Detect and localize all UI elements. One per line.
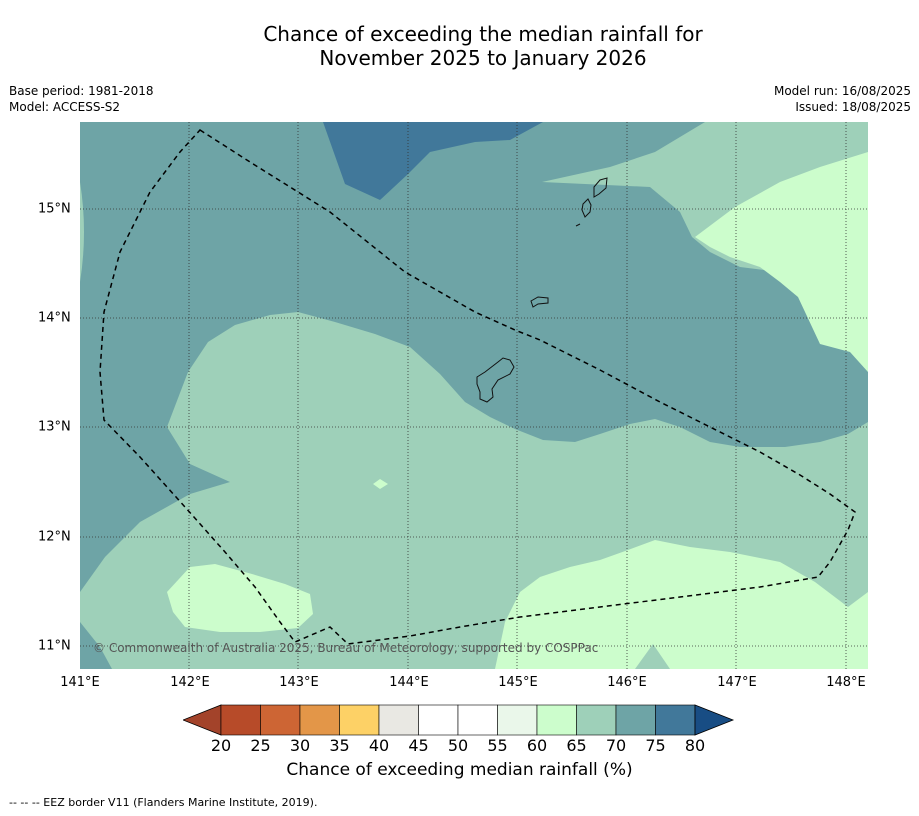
- lon-label-145: 145°E: [498, 675, 538, 690]
- colorbar-swatch: [457, 704, 498, 736]
- lat-label-13: 13°N: [38, 419, 71, 435]
- band-60-65-small-spot: [373, 479, 388, 489]
- colorbar-svg: [181, 704, 735, 736]
- lon-label-146: 146°E: [607, 675, 647, 690]
- islands: [476, 177, 608, 403]
- colorbar-swatch: [418, 704, 459, 736]
- model-name: Model: ACCESS-S2: [9, 100, 121, 114]
- band-60-65-southeast: [495, 540, 868, 669]
- colorbar-swatch: [260, 704, 301, 736]
- colorbar-tick-label: 40: [368, 736, 390, 755]
- lat-label-12: 12°N: [38, 529, 71, 545]
- band-75-80-north: [323, 122, 543, 200]
- lat-label-15: 15°N: [38, 201, 71, 217]
- gridlines: [80, 122, 868, 669]
- band-70-75-southwest: [80, 622, 112, 669]
- colorbar-tick-label: 20: [210, 736, 232, 755]
- colorbar-swatch: [497, 704, 538, 736]
- colorbar-tick-label: 70: [605, 736, 627, 755]
- map-title-line1: Chance of exceeding the median rainfall …: [263, 22, 703, 46]
- colorbar-tick-label: 60: [526, 736, 548, 755]
- colorbar-tick-label: 45: [408, 736, 429, 755]
- eez-border: [99, 129, 856, 645]
- colorbar-tick-label: 25: [250, 736, 271, 755]
- lon-label-144: 144°E: [389, 675, 429, 690]
- band-60-65-northeast: [695, 152, 868, 372]
- rainfall-map: [80, 122, 868, 669]
- colorbar-swatch: [339, 704, 380, 736]
- colorbar-tick-label: 55: [487, 736, 508, 755]
- island-aguijan: [575, 223, 581, 227]
- band-65-70-bottom-notch: [635, 644, 670, 669]
- lat-label-14: 14°N: [38, 310, 71, 326]
- colorbar: [181, 704, 738, 736]
- lon-label-147: 147°E: [717, 675, 757, 690]
- colorbar-tick-label: 35: [329, 736, 350, 755]
- colorbar-tick-label: 75: [645, 736, 666, 755]
- meta-right: Model run: 16/08/2025 Issued: 18/08/2025: [774, 83, 911, 115]
- eez-footnote: -- -- -- EEZ border V11 (Flanders Marine…: [9, 796, 318, 809]
- band-60-65-southwest: [167, 564, 313, 632]
- lon-label-142: 142°E: [170, 675, 210, 690]
- colorbar-swatch: [220, 704, 261, 736]
- base-period: Base period: 1981-2018: [9, 84, 154, 98]
- lon-label-143: 143°E: [279, 675, 319, 690]
- island-saipan: [593, 177, 608, 198]
- model-run: Model run: 16/08/2025: [773, 84, 911, 98]
- band-65-70-left-edge: [80, 182, 84, 282]
- lon-label-148: 148°E: [826, 675, 866, 690]
- colorbar-tick-label: 80: [684, 736, 706, 755]
- colorbar-extend-high: [694, 704, 735, 736]
- colorbar-tick-label: 30: [289, 736, 311, 755]
- colorbar-swatch: [536, 704, 577, 736]
- colorbar-swatch: [576, 704, 617, 736]
- map-svg: [80, 122, 868, 669]
- copyright-notice: © Commonwealth of Australia 2025, Bureau…: [93, 641, 599, 655]
- lon-label-141: 141°E: [60, 675, 100, 690]
- colorbar-swatch: [655, 704, 696, 736]
- map-title: Chance of exceeding the median rainfall …: [0, 22, 919, 70]
- island-rota: [530, 296, 549, 308]
- colorbar-extend-low: [181, 704, 222, 736]
- colorbar-swatch: [378, 704, 419, 736]
- colorbar-tick-label: 65: [566, 736, 587, 755]
- colorbar-tick-label: 50: [447, 736, 469, 755]
- colorbar-swatch: [299, 704, 340, 736]
- colorbar-swatch: [615, 704, 656, 736]
- map-title-line2: November 2025 to January 2026: [319, 46, 647, 70]
- lat-label-11: 11°N: [38, 638, 71, 654]
- meta-left: Base period: 1981-2018 Model: ACCESS-S2: [9, 83, 154, 115]
- island-tinian: [581, 198, 592, 218]
- colorbar-label: Chance of exceeding median rainfall (%): [286, 760, 633, 780]
- issued-date: Issued: 18/08/2025: [795, 100, 911, 114]
- island-guam: [476, 357, 515, 403]
